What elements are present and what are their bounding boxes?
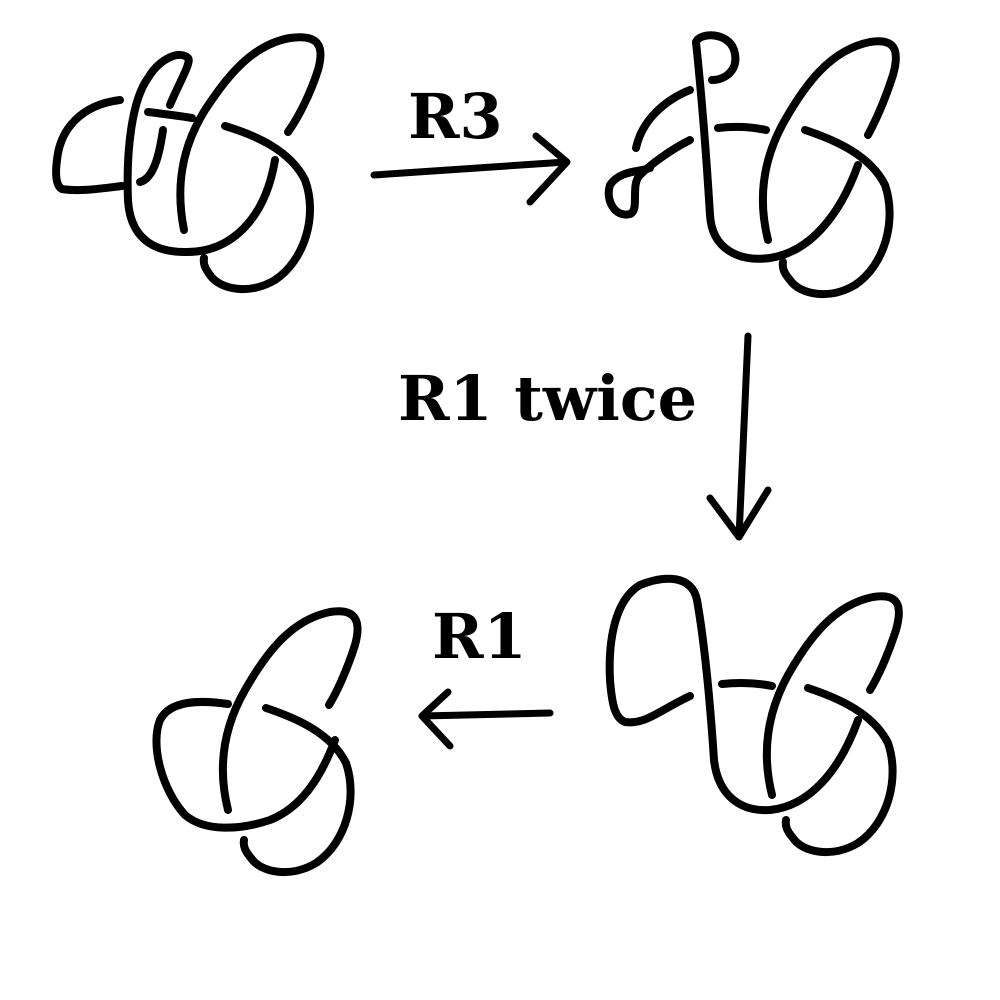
arrow-r1-twice-head xyxy=(706,486,772,541)
knot1-right-loop xyxy=(176,33,325,234)
move-label-r3: R3 xyxy=(408,80,503,153)
knot2-bottom-lobe xyxy=(778,126,894,299)
move-label-r1-twice: R1 twice xyxy=(398,362,697,435)
arrow-r1-head xyxy=(418,688,454,750)
knot1-crossing-bar xyxy=(144,108,196,122)
knot1-tall-loop-left xyxy=(136,126,167,186)
arrow-r1-twice-shaft xyxy=(735,332,752,541)
knot2-right-loop xyxy=(758,37,900,244)
knot3-left-lobe xyxy=(605,574,718,764)
knot-diagram-initial xyxy=(52,33,325,294)
knot2-left-arc xyxy=(632,86,694,152)
arrow-r1-shaft xyxy=(418,709,554,720)
knot3-crossing-bar xyxy=(718,678,776,690)
arrow-r3 xyxy=(370,132,571,206)
knot-diagram-after-r3 xyxy=(604,31,900,299)
arrow-r1-twice xyxy=(706,332,772,541)
knot2-left-curl xyxy=(604,136,694,219)
knot3-bottom-lobe xyxy=(781,684,897,857)
knot-diagram-after-r1-twice xyxy=(605,574,903,857)
knot4-bottom-lobe xyxy=(239,704,355,877)
knot4-right-loop xyxy=(218,607,362,814)
knot3-vertical-lower xyxy=(710,716,862,815)
knot2-small-top-loop xyxy=(692,31,740,84)
knot1-tall-loop-top xyxy=(123,50,279,257)
knot1-bottom-lobe xyxy=(199,122,315,294)
knot2-crossing-bar xyxy=(714,122,770,134)
knot-diagram-final xyxy=(152,607,362,877)
knot4-left-lobe xyxy=(152,697,339,832)
knot1-left-lobe xyxy=(52,96,126,195)
knot3-right-loop xyxy=(762,592,903,799)
arrow-r1 xyxy=(418,688,554,750)
move-label-r1: R1 xyxy=(432,600,527,673)
arrow-r3-head xyxy=(526,132,571,206)
knot2-vertical-strand xyxy=(692,38,862,263)
arrow-r3-shaft xyxy=(370,158,570,179)
